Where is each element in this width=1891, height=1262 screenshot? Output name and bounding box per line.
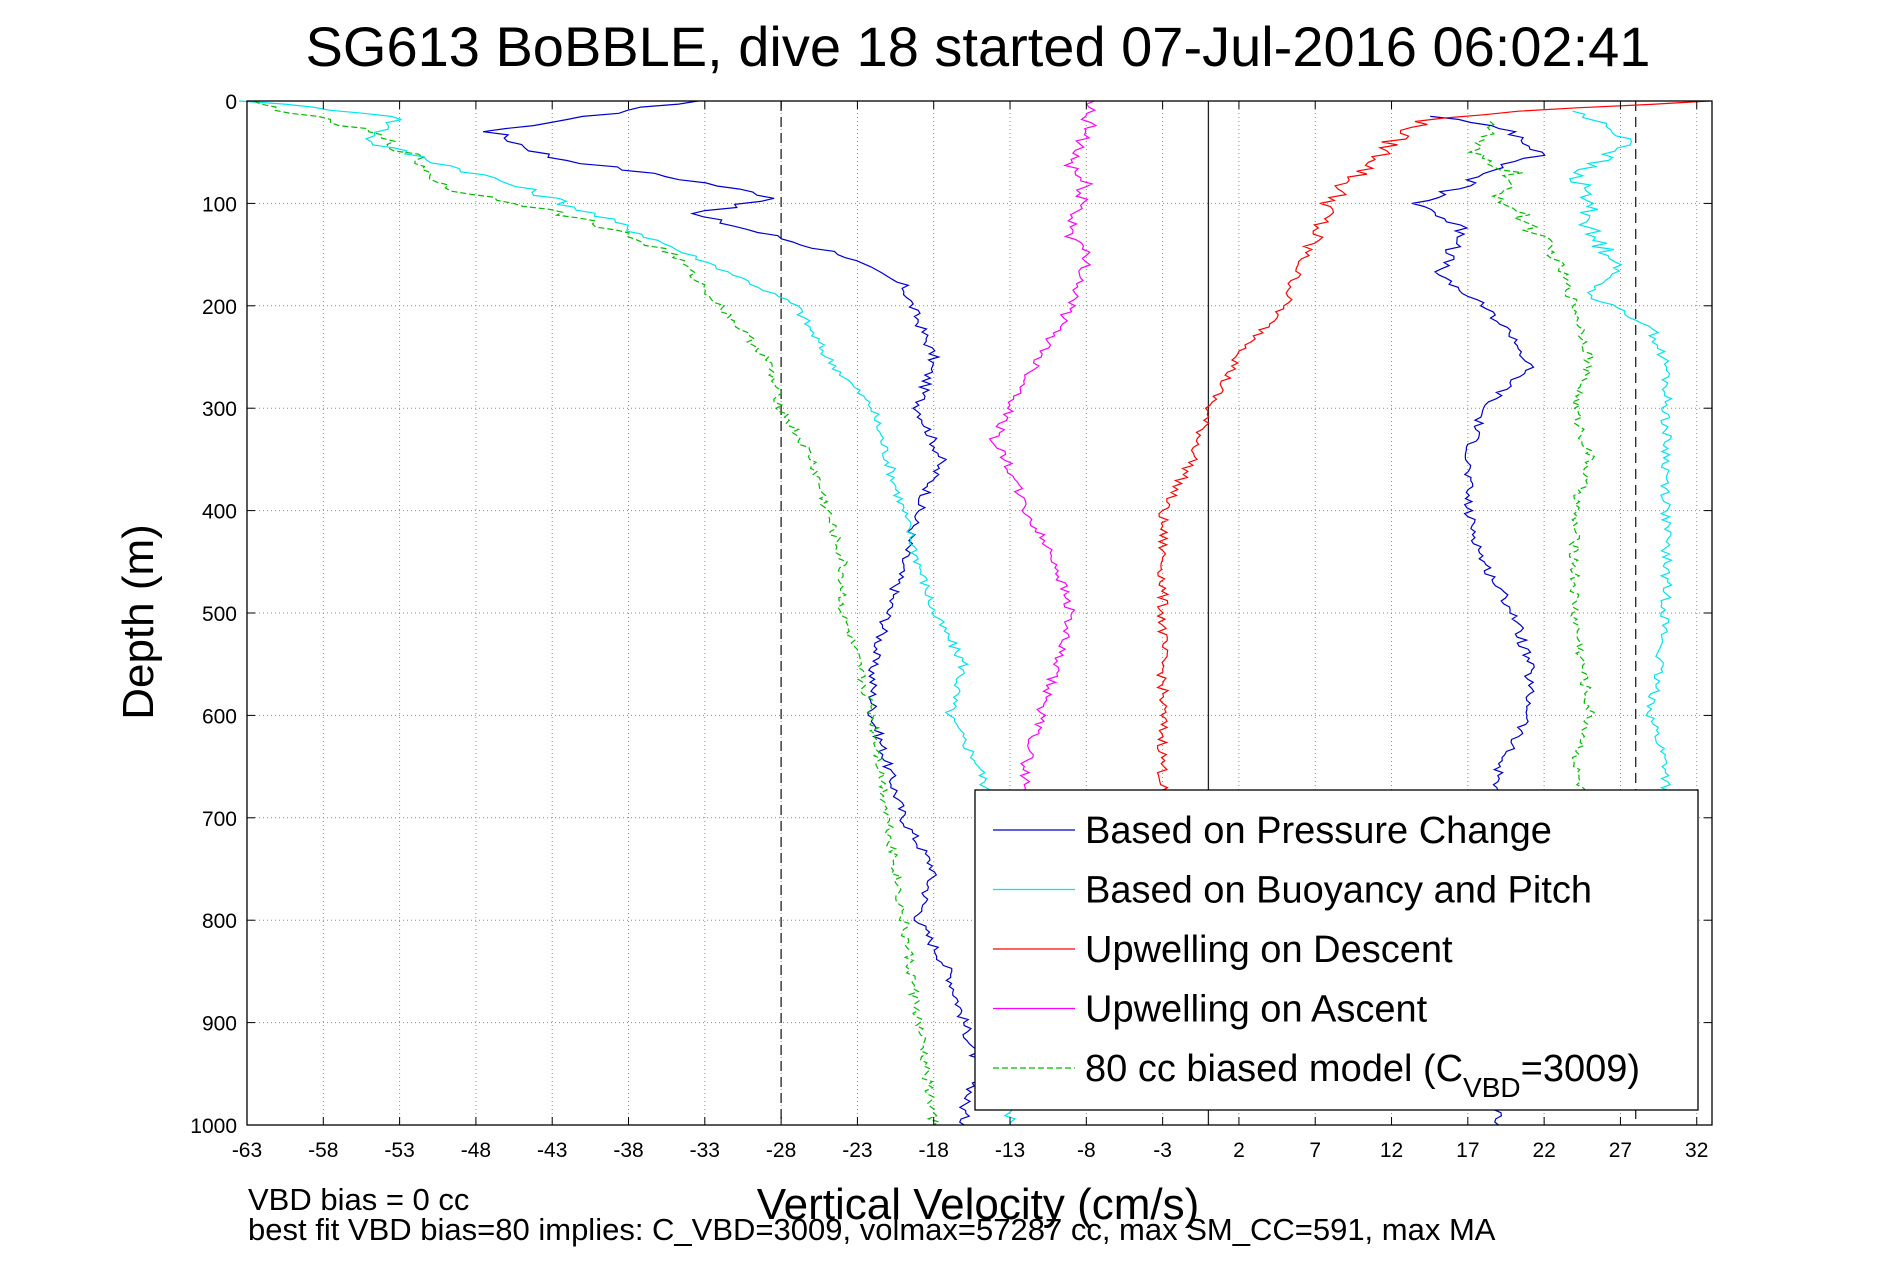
x-axis-label: Vertical Velocity (cm/s) xyxy=(757,1180,1200,1229)
y-tick-label: 1000 xyxy=(190,1115,237,1138)
x-tick-label: 12 xyxy=(1380,1139,1403,1162)
series-line-0-descent xyxy=(483,100,983,1126)
y-tick-label: 100 xyxy=(202,193,237,216)
legend-entry: Upwelling on Descent xyxy=(1085,929,1453,971)
series-line-4-descent xyxy=(253,100,941,1126)
y-tick-label: 0 xyxy=(225,91,237,114)
y-tick-labels: 0 100 200 300 400 500 600 700 800 900 1000 xyxy=(190,91,237,1138)
legend-box xyxy=(974,789,1699,1111)
y-tick-label: 200 xyxy=(202,296,237,319)
x-tick-label: -13 xyxy=(995,1139,1025,1162)
legend-entry: Based on Pressure Change xyxy=(1085,810,1552,852)
annotation-best-fit: best fit VBD bias=80 implies: C_VBD=3009… xyxy=(248,1212,1496,1247)
y-tick-label: 900 xyxy=(202,1013,237,1036)
legend-entry: Upwelling on Ascent xyxy=(1085,989,1428,1031)
x-tick-label: -8 xyxy=(1077,1139,1096,1162)
series-line-2-descent xyxy=(1155,100,1710,818)
annotation-vbd-bias: VBD bias = 0 cc xyxy=(248,1182,469,1217)
x-tick-label: -28 xyxy=(766,1139,796,1162)
y-tick-label: 600 xyxy=(202,705,237,728)
x-tick-label: 17 xyxy=(1456,1139,1479,1162)
y-tick-label: 300 xyxy=(202,398,237,421)
series-line-4-ascent xyxy=(1467,121,1596,819)
x-tick-label: 2 xyxy=(1233,1139,1245,1162)
x-tick-label: -58 xyxy=(308,1139,338,1162)
legend: Based on Pressure Change Based on Buoyanc… xyxy=(974,789,1699,1111)
x-tick-label: 32 xyxy=(1685,1139,1708,1162)
x-tick-label: -33 xyxy=(690,1139,720,1162)
series-line-3-ascent xyxy=(988,100,1098,819)
x-tick-label: -63 xyxy=(232,1139,262,1162)
x-tick-label: -48 xyxy=(461,1139,491,1162)
axes-frame xyxy=(246,100,1713,1126)
y-tick-label: 400 xyxy=(202,501,237,524)
x-tick-labels: -63 -58 -53 -48 -43 -38 -33 -28 -23 -18 -13 -8 -3 2 7 1… xyxy=(232,1139,1709,1162)
x-tick-label: -43 xyxy=(537,1139,567,1162)
series-line-1-ascent xyxy=(1569,110,1673,819)
x-tick-label: 22 xyxy=(1532,1139,1555,1162)
x-tick-label: -53 xyxy=(384,1139,414,1162)
x-tick-label: 27 xyxy=(1609,1139,1632,1162)
chart-title: SG613 BoBBLE, dive 18 started 07-Jul-201… xyxy=(306,15,1651,78)
x-tick-label: -3 xyxy=(1153,1139,1172,1162)
x-tick-label: -38 xyxy=(613,1139,643,1162)
x-tick-label: -18 xyxy=(919,1139,949,1162)
y-tick-label: 500 xyxy=(202,603,237,626)
x-tick-label: 7 xyxy=(1309,1139,1321,1162)
y-tick-label: 800 xyxy=(202,910,237,933)
y-axis-label: Depth (m) xyxy=(114,524,163,720)
legend-entry: Based on Buoyancy and Pitch xyxy=(1085,870,1592,912)
y-tick-label: 700 xyxy=(202,808,237,831)
x-tick-label: -23 xyxy=(842,1139,872,1162)
